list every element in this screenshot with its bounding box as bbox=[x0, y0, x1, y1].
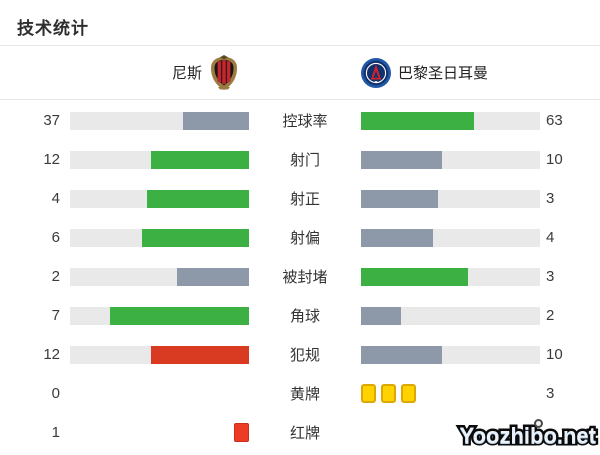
home-value: 0 bbox=[51, 385, 60, 402]
stat-row: 0 黄牌 3 bbox=[0, 374, 600, 413]
away-bar bbox=[361, 228, 540, 247]
home-bar-fill bbox=[177, 267, 249, 286]
away-value: 3 bbox=[546, 385, 555, 402]
home-bar-fill bbox=[151, 345, 249, 364]
nice-logo-icon bbox=[209, 54, 239, 91]
stat-row: 4 射正 3 bbox=[0, 179, 600, 218]
home-value: 6 bbox=[51, 229, 60, 246]
stat-label: 角球 bbox=[289, 308, 320, 325]
home-bar bbox=[70, 385, 249, 403]
stat-row: 6 射偏 4 bbox=[0, 218, 600, 257]
home-bar bbox=[70, 423, 249, 442]
away-bar bbox=[361, 150, 540, 169]
home-bar bbox=[70, 150, 249, 169]
stat-label: 黄牌 bbox=[289, 386, 320, 403]
home-bar bbox=[70, 345, 249, 364]
away-value: 3 bbox=[546, 268, 555, 285]
away-bar bbox=[361, 111, 540, 130]
away-bar-fill bbox=[361, 189, 438, 208]
home-value: 7 bbox=[51, 307, 60, 324]
away-bar bbox=[361, 267, 540, 286]
away-value: 63 bbox=[546, 112, 563, 129]
away-bar bbox=[361, 345, 540, 364]
home-value: 12 bbox=[43, 346, 60, 363]
title-bar: 技术统计 bbox=[0, 0, 600, 46]
stat-row: 12 射门 10 bbox=[0, 140, 600, 179]
home-bar bbox=[70, 306, 249, 325]
stat-row: 7 角球 2 bbox=[0, 296, 600, 335]
home-bar-fill bbox=[141, 228, 249, 247]
stat-label: 红牌 bbox=[289, 425, 320, 442]
stat-label: 射门 bbox=[289, 152, 320, 169]
psg-logo-icon bbox=[361, 57, 391, 88]
home-bar bbox=[70, 267, 249, 286]
away-bar-fill bbox=[361, 345, 443, 364]
stat-label: 射正 bbox=[289, 191, 320, 208]
home-value: 37 bbox=[43, 112, 60, 129]
away-value: 2 bbox=[546, 307, 555, 324]
stat-label: 射偏 bbox=[289, 230, 320, 247]
home-bar-fill bbox=[182, 111, 249, 130]
team-home: 尼斯 bbox=[0, 54, 291, 91]
home-value: 1 bbox=[51, 424, 60, 441]
watermark-text: Yoozhibo.net bbox=[459, 423, 596, 448]
degree-mark-icon bbox=[534, 419, 543, 428]
teams-header: 尼斯 bbox=[0, 46, 600, 100]
home-bar bbox=[70, 228, 249, 247]
team-away: 巴黎圣日耳曼 bbox=[291, 57, 600, 88]
away-bar-fill bbox=[361, 306, 401, 325]
home-value: 12 bbox=[43, 151, 60, 168]
stat-row: 12 犯规 10 bbox=[0, 335, 600, 374]
away-value: 10 bbox=[546, 346, 563, 363]
home-bar-fill bbox=[151, 150, 249, 169]
yellow-card-icon bbox=[401, 384, 416, 403]
stat-row: 37 控球率 63 bbox=[0, 101, 600, 140]
home-bar-fill bbox=[146, 189, 249, 208]
stats-rows: 37 控球率 63 12 射门 10 4 射正 3 6 射偏 4 2 被封堵 3… bbox=[0, 100, 600, 452]
stat-label: 控球率 bbox=[282, 113, 328, 130]
team-home-name: 尼斯 bbox=[171, 65, 202, 82]
stat-row: 1 红牌 bbox=[0, 413, 600, 452]
home-value: 4 bbox=[51, 190, 60, 207]
watermark-outline: Yoozhibo.net bbox=[457, 421, 598, 451]
home-bar-fill bbox=[109, 306, 249, 325]
yellow-card-icon bbox=[361, 384, 376, 403]
yellow-card-icon bbox=[381, 384, 396, 403]
away-bar bbox=[361, 189, 540, 208]
away-value: 4 bbox=[546, 229, 555, 246]
home-bar bbox=[70, 111, 249, 130]
stat-label: 犯规 bbox=[289, 347, 320, 364]
away-bar-fill bbox=[361, 267, 469, 286]
home-bar bbox=[70, 189, 249, 208]
team-away-name: 巴黎圣日耳曼 bbox=[398, 65, 489, 82]
away-bar bbox=[361, 306, 540, 325]
watermark: Yoozhibo.net Yoozhibo.net bbox=[457, 419, 599, 451]
page-title: 技术统计 bbox=[17, 19, 89, 38]
away-bar-fill bbox=[361, 228, 433, 247]
stat-label: 被封堵 bbox=[282, 269, 328, 286]
away-value: 10 bbox=[546, 151, 563, 168]
away-bar-fill bbox=[361, 150, 443, 169]
stat-row: 2 被封堵 3 bbox=[0, 257, 600, 296]
home-value: 2 bbox=[51, 268, 60, 285]
red-card-icon bbox=[234, 423, 249, 442]
away-bar bbox=[361, 384, 540, 403]
away-bar-fill bbox=[361, 111, 474, 130]
away-value: 3 bbox=[546, 190, 555, 207]
